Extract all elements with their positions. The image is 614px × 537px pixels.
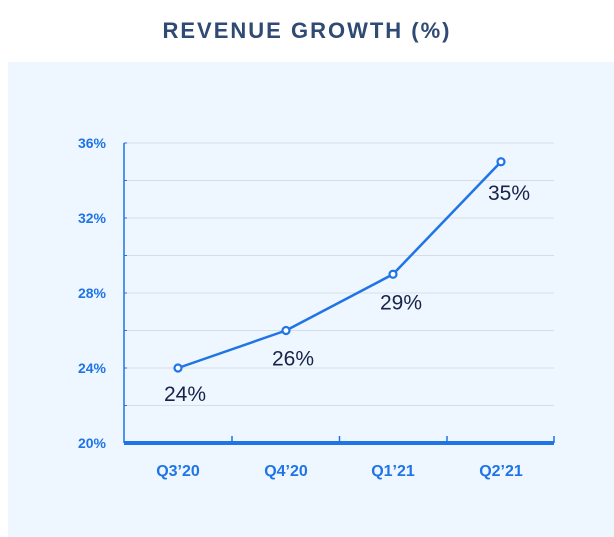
x-tick-label: Q4’20 — [264, 463, 308, 480]
data-point-marker — [281, 325, 291, 336]
chart-title: REVENUE GROWTH (%) — [162, 18, 452, 43]
revenue-growth-series — [173, 157, 506, 373]
y-tick-label: 28% — [78, 285, 107, 301]
x-tick-label: Q3’20 — [156, 463, 200, 480]
y-tick-label: 36% — [78, 135, 107, 151]
y-axis: 20% 24% 28% 32% 36% — [78, 135, 127, 451]
data-label: 26% — [272, 348, 314, 371]
y-tick-label: 24% — [78, 360, 107, 376]
data-label: 29% — [380, 291, 422, 314]
data-label: 35% — [488, 182, 530, 205]
data-point-marker — [173, 363, 183, 373]
y-tick-label: 20% — [78, 435, 107, 451]
chart-background-panel — [8, 62, 614, 537]
data-labels: 24% 26% 29% 35% — [164, 182, 530, 406]
data-point-marker — [388, 269, 398, 279]
x-tick-label: Q1’21 — [371, 463, 415, 480]
y-tick-label: 32% — [78, 210, 107, 226]
x-axis: Q3’20 Q4’20 Q1’21 Q2’21 — [124, 436, 555, 480]
data-point-marker — [496, 157, 506, 167]
data-label: 24% — [164, 383, 206, 406]
x-tick-label: Q2’21 — [479, 463, 523, 480]
series-line — [177, 160, 502, 370]
